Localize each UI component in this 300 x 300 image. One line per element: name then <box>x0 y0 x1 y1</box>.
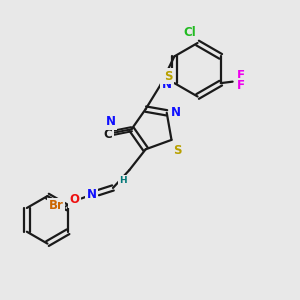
Text: F: F <box>237 79 245 92</box>
Text: Cl: Cl <box>183 26 196 38</box>
Text: H: H <box>119 176 127 185</box>
Text: F: F <box>237 74 245 87</box>
Text: N: N <box>171 106 181 119</box>
Text: S: S <box>164 70 173 83</box>
Text: S: S <box>173 144 182 158</box>
Text: N: N <box>161 78 171 91</box>
Text: N: N <box>87 188 97 201</box>
Text: C: C <box>103 128 112 141</box>
Text: F: F <box>237 69 245 82</box>
Text: O: O <box>70 193 80 206</box>
Text: Br: Br <box>49 199 64 212</box>
Text: N: N <box>106 115 116 128</box>
